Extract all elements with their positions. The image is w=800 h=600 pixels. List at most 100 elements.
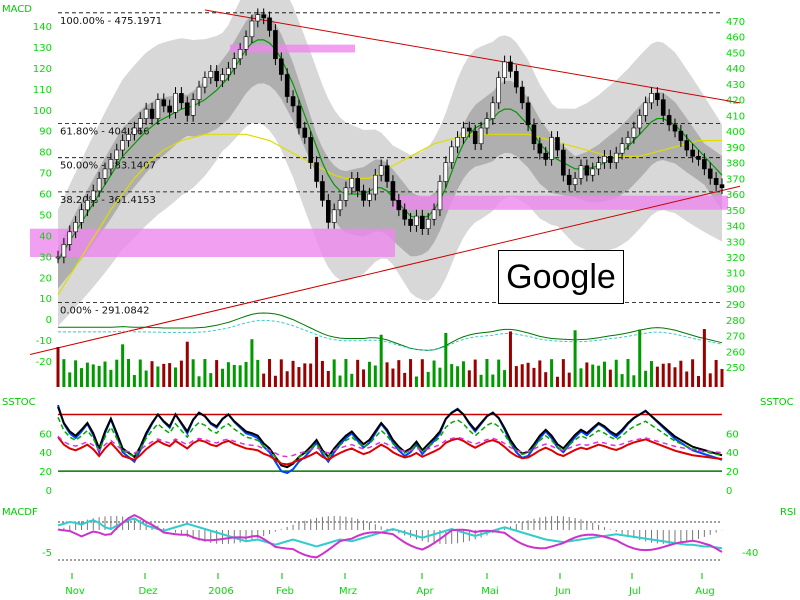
price-candle — [525, 102, 531, 126]
macd-tick-label: 100 — [33, 106, 52, 117]
price-candle — [90, 190, 96, 201]
price-candle — [137, 118, 143, 129]
x-tick-label: Apr — [416, 586, 434, 597]
volume-bar — [644, 370, 648, 387]
volume-bar — [702, 329, 706, 387]
volume-bar — [150, 361, 154, 387]
price-candle — [707, 168, 713, 179]
price-candle — [643, 102, 648, 116]
price-tick-label: 440 — [726, 64, 745, 75]
price-candle — [231, 58, 237, 69]
volume-bar — [115, 359, 119, 387]
volume-bar — [450, 364, 454, 387]
volume-bar — [461, 361, 465, 387]
price-tick-label: 370 — [726, 174, 745, 185]
price-candle — [220, 74, 225, 82]
volume-bar — [179, 360, 183, 387]
price-candle — [519, 86, 525, 104]
price-candle — [337, 200, 343, 211]
price-tick-label: 330 — [726, 237, 745, 248]
volume-bar — [256, 359, 260, 387]
price-candle — [508, 61, 513, 72]
macd-tick-label: 60 — [39, 190, 52, 201]
volume-bar — [544, 372, 548, 387]
volume-bar — [244, 361, 248, 387]
price-tick-label: 430 — [726, 80, 745, 91]
volume-bar — [362, 369, 366, 387]
price-candle — [590, 168, 596, 176]
macd-tick-label: 0 — [46, 315, 52, 326]
volume-bar — [579, 368, 583, 387]
price-candle — [361, 190, 366, 201]
price-tick-label: 320 — [726, 253, 745, 264]
price-candle — [537, 143, 543, 154]
stoch-tick-label-right: 20 — [726, 467, 739, 478]
volume-bar — [485, 359, 489, 387]
price-candle — [549, 137, 554, 160]
macd-tick-label: 10 — [39, 294, 52, 305]
price-candle — [331, 209, 337, 223]
volume-bar — [414, 376, 418, 387]
x-tick-label: Mai — [481, 586, 499, 597]
volume-bar — [555, 376, 559, 387]
fibonacci-label: 0.00% - 291.0842 — [60, 305, 149, 316]
price-candle — [284, 74, 290, 97]
volume-bar — [279, 359, 283, 387]
volume-bar — [602, 361, 606, 387]
volume-bar — [91, 364, 95, 387]
macd-tick-label: -20 — [36, 357, 52, 368]
price-candle — [255, 14, 261, 22]
watermark-label: Google — [498, 250, 624, 304]
price-candle — [149, 108, 155, 119]
volume-bar — [679, 360, 683, 387]
volume-bar — [56, 347, 60, 387]
price-candle — [96, 178, 102, 192]
volume-bar — [215, 360, 219, 387]
volume-bar — [426, 371, 430, 387]
price-candle — [85, 200, 90, 211]
volume-bar — [508, 331, 512, 387]
volume-bar — [250, 339, 254, 387]
price-tick-label: 300 — [726, 284, 745, 295]
volume-bar — [632, 375, 636, 387]
macd-line — [58, 312, 723, 351]
price-tick-label: 290 — [726, 300, 745, 311]
volume-bar — [467, 370, 471, 387]
price-candle — [296, 105, 302, 129]
volume-bar — [127, 359, 131, 387]
price-candle — [655, 93, 660, 100]
price-candle — [355, 178, 360, 192]
volume-bar — [262, 373, 266, 387]
price-candle — [572, 178, 578, 185]
volume-bar — [685, 371, 689, 387]
price-candle — [584, 165, 590, 176]
price-candle — [478, 127, 484, 145]
macd-tick-label: 30 — [39, 252, 52, 263]
price-candle — [196, 86, 202, 100]
price-tick-label: 350 — [726, 206, 745, 217]
price-candle — [637, 115, 643, 129]
price-candle — [672, 124, 678, 132]
volume-bar — [80, 368, 84, 387]
price-candle — [237, 49, 243, 60]
fibonacci-label: 50.00% - 383.1407 — [60, 161, 156, 172]
volume-bar — [714, 359, 718, 387]
price-candle — [443, 162, 449, 182]
macd-tick-label: 50 — [39, 210, 52, 221]
volume-bar — [238, 365, 242, 387]
sstoc-right-label: SSTOC — [760, 397, 794, 408]
price-tick-label: 280 — [726, 316, 745, 327]
volume-bar — [379, 334, 383, 387]
volume-bar — [332, 359, 336, 387]
volume-bar — [315, 336, 319, 387]
volume-bar — [303, 363, 307, 387]
volume-bar — [109, 369, 113, 387]
volume-bar — [156, 366, 160, 387]
price-candle — [484, 118, 490, 129]
stoch-d-line — [57, 406, 723, 469]
fibonacci-label: 100.00% - 475.1971 — [60, 16, 162, 27]
price-candle — [208, 71, 214, 78]
price-tick-label: 450 — [726, 48, 745, 59]
